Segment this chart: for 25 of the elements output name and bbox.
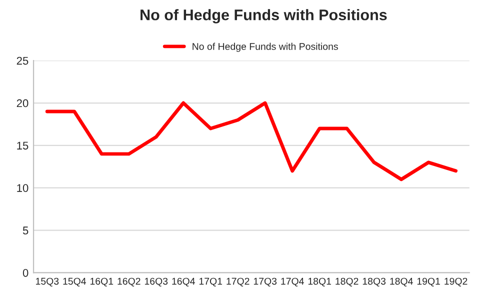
x-tick-label: 15Q4 <box>63 278 86 286</box>
x-tick-label: 15Q3 <box>36 278 59 286</box>
x-tick-label: 18Q4 <box>390 278 413 286</box>
x-tick-label: 19Q1 <box>417 278 440 286</box>
line-series <box>45 101 458 182</box>
x-tick-label: 16Q4 <box>172 278 195 286</box>
x-tick-label: 18Q3 <box>362 278 386 286</box>
x-tick-label: 17Q4 <box>281 278 304 286</box>
y-tick-label: 0 <box>22 268 28 277</box>
x-tick-label: 16Q3 <box>144 278 168 286</box>
x-tick-label: 16Q1 <box>90 278 114 286</box>
y-tick-label: 20 <box>16 99 28 108</box>
y-tick-label: 25 <box>16 56 28 65</box>
x-tick-label: 18Q1 <box>308 278 331 286</box>
chart-title: No of Hedge Funds with Positions <box>140 9 387 24</box>
x-tick-label: 17Q3 <box>254 278 277 286</box>
legend-label: No of Hedge Funds with Positions <box>192 42 338 52</box>
y-tick-label: 5 <box>22 226 28 234</box>
x-tick-label: 19Q2 <box>444 278 468 286</box>
x-tick-label: 16Q2 <box>118 278 140 286</box>
y-tick-label: 15 <box>17 142 28 150</box>
x-tick-label: 18Q2 <box>336 278 358 286</box>
x-tick-label: 17Q2 <box>226 278 250 286</box>
y-tick-label: 10 <box>17 184 28 192</box>
x-tick-label: 17Q1 <box>199 278 222 286</box>
